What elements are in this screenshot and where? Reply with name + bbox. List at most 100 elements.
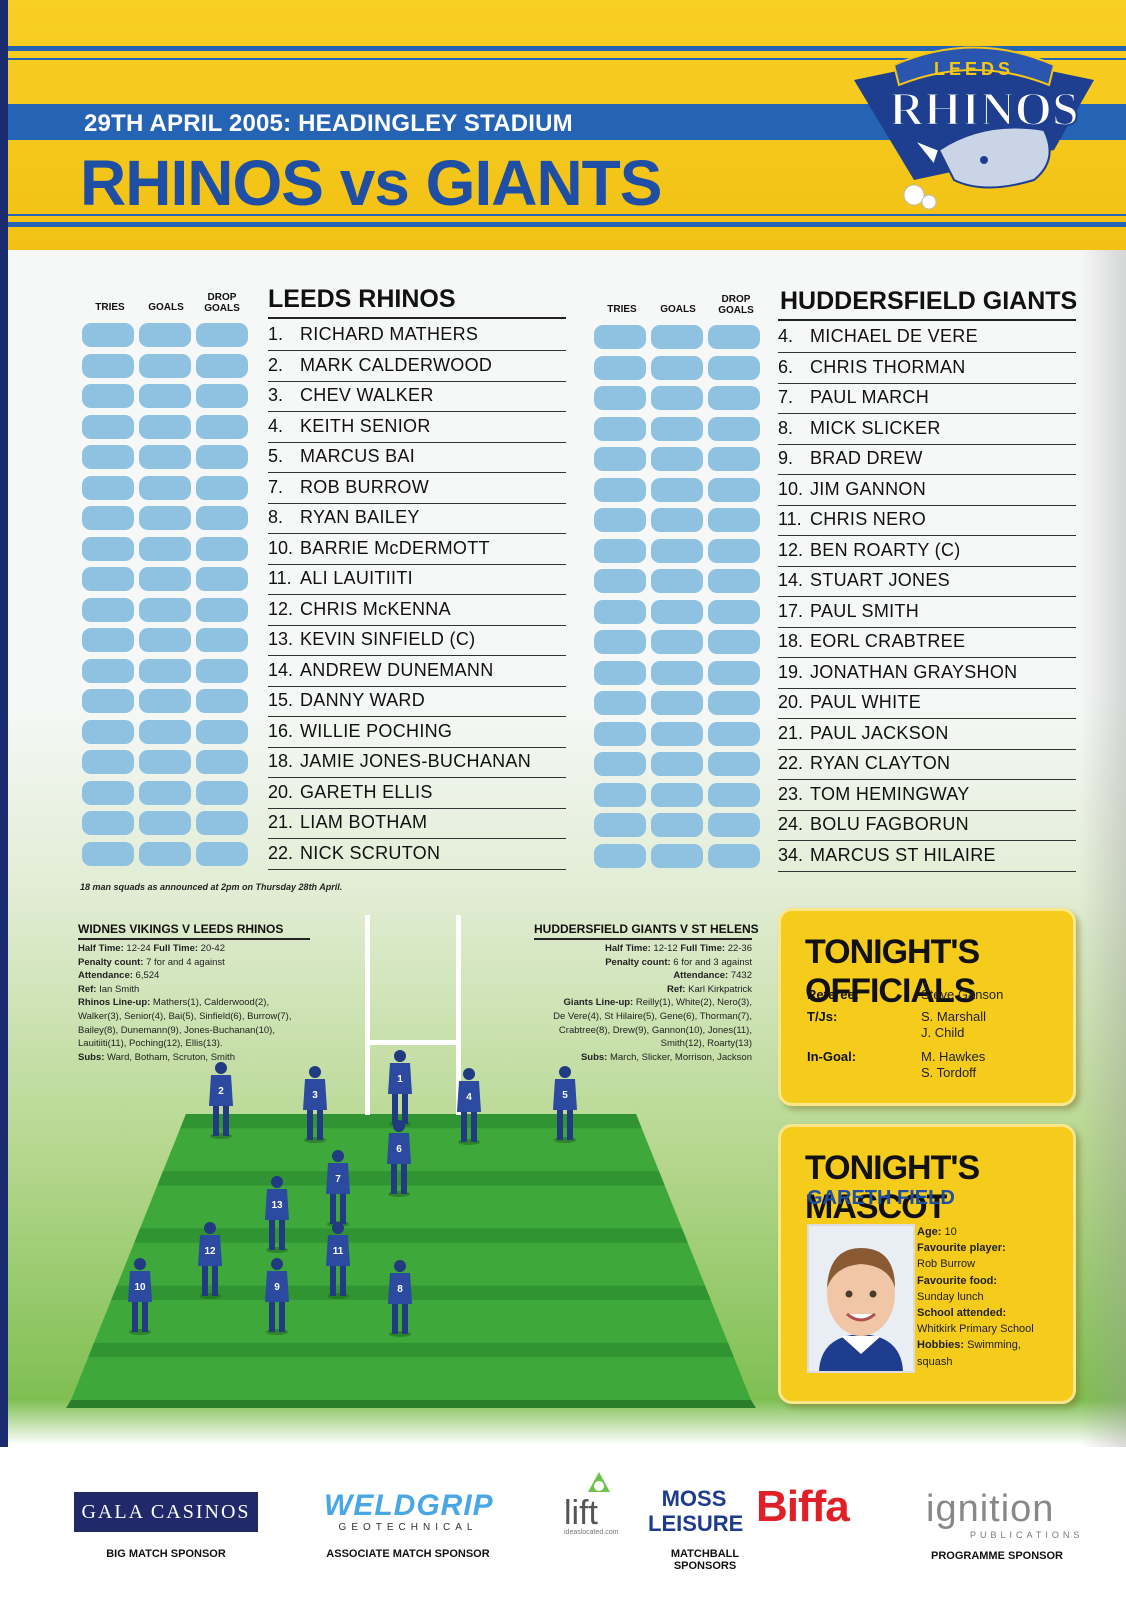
- header-rule: [8, 58, 1126, 60]
- score-box-tries: [594, 325, 646, 349]
- score-box-goals: [651, 752, 703, 776]
- player-row: 4. MICHAEL DE VERE: [778, 322, 1076, 353]
- player-name: WILLIE POCHING: [300, 720, 453, 741]
- score-box-drop-goals: [196, 841, 248, 866]
- score-box-drop-goals: [708, 355, 760, 380]
- score-box-goals: [139, 689, 191, 713]
- player-name: MICK SLICKER: [810, 417, 941, 438]
- last-match-rule-left: [78, 938, 310, 940]
- biffa-logo: Biffa: [756, 1482, 850, 1531]
- player-row: 10. JIM GANNON: [778, 475, 1076, 506]
- position-figure-6: 6: [387, 1120, 411, 1197]
- score-box-drop-goals: [708, 386, 760, 410]
- score-box-drop-goals: [708, 721, 760, 746]
- player-name: KEVIN SINFIELD (C): [300, 629, 476, 649]
- score-box-tries: [594, 630, 646, 654]
- player-number: 21.: [268, 812, 294, 832]
- score-box-tries: [594, 813, 646, 837]
- player-row: 19. JONATHAN GRAYSHON: [778, 658, 1076, 689]
- officials-panel: TONIGHT'S OFFICIALS Referee: Steve Ganso…: [778, 908, 1076, 1106]
- score-box-goals: [651, 660, 703, 685]
- player-number: 23.: [778, 783, 804, 804]
- last-match-heading-right: HUDDERSFIELD GIANTS V ST HELENS: [534, 922, 759, 936]
- col-header-tries: TRIES: [607, 304, 637, 315]
- header-rule: [8, 222, 1126, 227]
- player-number: 22.: [778, 753, 804, 773]
- player-number: 11.: [778, 509, 802, 529]
- score-box-drop-goals: [708, 447, 760, 471]
- player-row: 7. ROB BURROW: [268, 473, 566, 504]
- weldgrip-caption: ASSOCIATE MATCH SPONSOR: [326, 1548, 490, 1560]
- player-name: PAUL WHITE: [810, 692, 922, 712]
- player-row: 21. LIAM BOTHAM: [268, 808, 566, 839]
- pitch-stripe: [71, 1228, 751, 1243]
- player-name: EORL CRABTREE: [810, 631, 966, 651]
- score-box-goals: [139, 628, 191, 652]
- score-box-tries: [594, 355, 646, 380]
- score-box-tries: [594, 691, 646, 715]
- col-header-drop-goals: DROP GOALS: [718, 294, 754, 316]
- score-box-drop-goals: [708, 477, 760, 502]
- referee-name: Steve Ganson: [921, 987, 1004, 1002]
- player-name: BRAD DREW: [810, 448, 923, 468]
- gala-caption: BIG MATCH SPONSOR: [106, 1548, 226, 1560]
- position-figure-10: 10: [128, 1258, 152, 1335]
- score-box-drop-goals: [196, 353, 248, 378]
- score-box-tries: [594, 569, 646, 593]
- player-row: 1. RICHARD MATHERS: [268, 320, 566, 351]
- score-box-drop-goals: [708, 569, 760, 593]
- score-box-drop-goals: [196, 384, 248, 408]
- player-name: STUART JONES: [810, 570, 950, 590]
- score-box-drop-goals: [708, 630, 760, 654]
- player-row: 18. JAMIE JONES-BUCHANAN: [268, 747, 566, 778]
- player-row: 17. PAUL SMITH: [778, 597, 1076, 628]
- ingoal-names: M. Hawkes S. Tordoff: [921, 1049, 986, 1080]
- player-row: 5. MARCUS BAI: [268, 442, 566, 473]
- score-box-drop-goals: [708, 843, 760, 868]
- player-name: JONATHAN GRAYSHON: [810, 661, 1018, 682]
- goal-crossbar: [365, 1040, 461, 1045]
- home-team-name: LEEDS RHINOS: [268, 285, 456, 313]
- position-number: 7: [335, 1174, 341, 1185]
- position-figure-8: 8: [388, 1260, 412, 1337]
- score-box-goals: [651, 416, 703, 441]
- score-box-goals: [139, 536, 191, 561]
- player-name: ALI LAUITIITI: [300, 568, 413, 588]
- score-box-drop-goals: [196, 658, 248, 683]
- player-name: LIAM BOTHAM: [300, 812, 428, 832]
- goal-post-left: [365, 915, 370, 1115]
- mascot-title: TONIGHT'S MASCOT: [805, 1149, 980, 1226]
- player-number: 14.: [778, 570, 804, 590]
- goal-post-right: [456, 915, 461, 1115]
- away-team-name: HUDDERSFIELD GIANTS: [780, 287, 1078, 315]
- score-box-goals: [139, 445, 191, 469]
- player-name: ROB BURROW: [300, 476, 429, 497]
- score-box-drop-goals: [708, 325, 760, 349]
- logo-main-text: RHINOS: [889, 83, 1078, 136]
- score-box-tries: [594, 721, 646, 746]
- player-name: JIM GANNON: [810, 478, 927, 499]
- mascot-panel: TONIGHT'S MASCOT GARETH FIELD Age: 10 Fav…: [778, 1124, 1076, 1404]
- player-name: ANDREW DUNEMANN: [300, 659, 494, 680]
- position-number: 6: [396, 1144, 402, 1155]
- player-number: 10.: [268, 537, 294, 558]
- score-box-goals: [139, 475, 191, 500]
- col-header-tries: TRIES: [95, 302, 125, 313]
- score-box-tries: [82, 811, 134, 835]
- player-row: 7. PAUL MARCH: [778, 383, 1076, 414]
- score-box-goals: [651, 355, 703, 380]
- score-box-goals: [651, 630, 703, 654]
- player-number: 22.: [268, 842, 294, 863]
- player-name: PAUL MARCH: [810, 387, 930, 407]
- mascot-details: Age: 10 Favourite player: Rob Burrow Favour…: [917, 1226, 1034, 1368]
- score-box-drop-goals: [196, 506, 248, 530]
- score-box-tries: [82, 689, 134, 713]
- player-name: KEITH SENIOR: [300, 415, 431, 436]
- position-number: 11: [333, 1246, 344, 1257]
- player-row: 8. RYAN BAILEY: [268, 503, 566, 534]
- player-name: BEN ROARTY (C): [810, 539, 961, 560]
- player-name: CHRIS McKENNA: [300, 598, 451, 619]
- player-row: 15. DANNY WARD: [268, 686, 566, 717]
- score-box-goals: [139, 750, 191, 774]
- player-number: 34.: [778, 844, 804, 865]
